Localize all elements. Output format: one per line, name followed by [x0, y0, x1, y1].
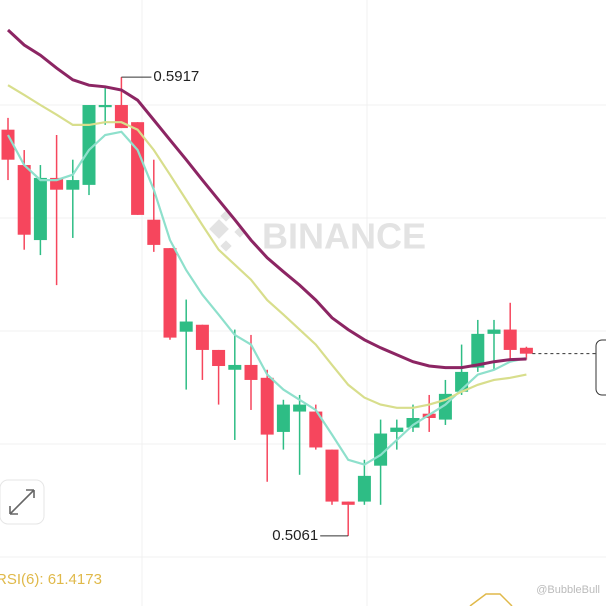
candle-body — [503, 329, 517, 350]
candle-body — [163, 248, 177, 338]
candle-body — [325, 449, 339, 502]
indicator-name: RSI(6): — [0, 571, 44, 588]
candle-body — [33, 177, 47, 241]
credit: @BubbleBull — [536, 584, 600, 596]
candle-body — [276, 404, 290, 432]
candle-body — [179, 321, 193, 332]
candle-body — [406, 417, 420, 428]
expand-icon — [9, 489, 35, 515]
candle-body — [17, 165, 31, 235]
candle-body — [50, 177, 64, 190]
indicator-label: RSI(6): 61.4173 — [0, 571, 102, 588]
candle-body — [260, 377, 274, 435]
candle-body — [98, 105, 112, 108]
candle-body — [487, 329, 501, 334]
candle-body — [244, 364, 258, 380]
candle-body — [66, 180, 80, 190]
candle-body — [147, 219, 161, 245]
candle-body — [471, 333, 485, 368]
max-label: 0.5917 — [153, 68, 199, 85]
min-label: 0.5061 — [272, 527, 318, 544]
indicator-value: 61.4173 — [48, 571, 102, 588]
ma-line — [7, 84, 527, 409]
candle-body — [390, 427, 404, 432]
ma-line — [6, 28, 527, 370]
candle-body — [341, 501, 355, 505]
candle-body — [293, 404, 307, 412]
rsi-line — [469, 593, 513, 606]
candle-body — [1, 129, 15, 160]
watermark: BINANCE — [262, 216, 426, 257]
candle-body — [309, 411, 323, 448]
candle-body — [519, 347, 533, 354]
plot-area: 0.5917 0.5061 — [1, 28, 596, 544]
candle-body — [212, 349, 226, 367]
candle-body — [357, 475, 371, 502]
ma-line — [7, 130, 527, 466]
price-box — [595, 339, 606, 396]
candle-body — [195, 324, 209, 350]
candle-body — [228, 364, 242, 370]
